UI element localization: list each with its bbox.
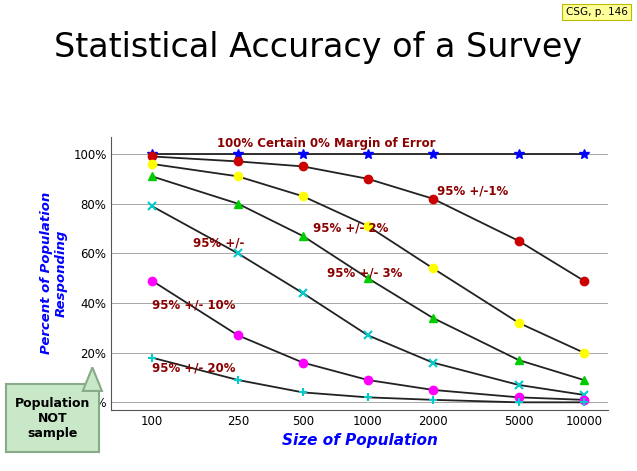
Text: CSG, p. 146: CSG, p. 146 — [566, 7, 627, 17]
Text: 100% Certain 0% Margin of Error: 100% Certain 0% Margin of Error — [217, 137, 435, 150]
X-axis label: Size of Population: Size of Population — [282, 433, 438, 448]
Text: Population
NOT
sample: Population NOT sample — [15, 397, 90, 439]
Text: 95% +/- 3%: 95% +/- 3% — [327, 267, 403, 280]
Text: 95% +/- 2%: 95% +/- 2% — [313, 222, 389, 235]
Text: 95% +/-1%: 95% +/-1% — [438, 185, 508, 198]
Text: 0: 0 — [88, 428, 96, 440]
Text: 95% +/-: 95% +/- — [193, 237, 245, 250]
Text: 95% +/- 10%: 95% +/- 10% — [152, 299, 236, 312]
Text: Statistical Accuracy of a Survey: Statistical Accuracy of a Survey — [54, 31, 583, 64]
Text: 95% +/- 20%: 95% +/- 20% — [152, 361, 236, 374]
Y-axis label: Percent of Population
Responding: Percent of Population Responding — [39, 192, 68, 354]
